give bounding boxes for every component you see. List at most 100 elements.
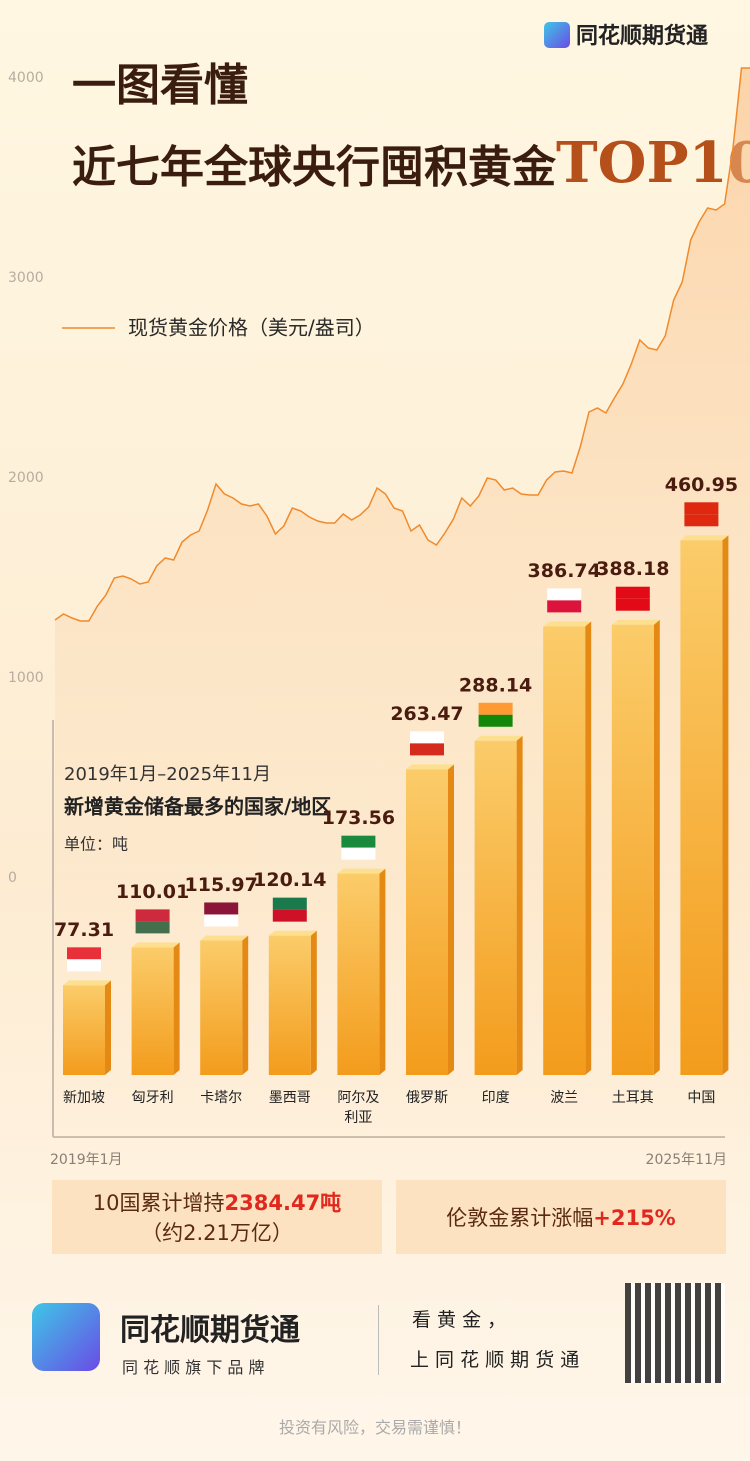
bar-side [585,621,592,1075]
title-highlight: TOP10 [556,130,750,196]
value-label: 77.31 [54,919,114,941]
bar-top [406,764,454,770]
value-label: 388.18 [596,558,669,580]
flag [410,743,444,756]
value-label: 115.97 [185,874,258,896]
value-label: 288.14 [459,674,532,696]
bar-top [131,942,180,948]
x-tick-label: 中国 [687,1090,715,1106]
label-line: 阿尔及 [337,1090,379,1106]
footer-tagline: 同 花 顺 旗 下 品 牌 [122,1358,265,1377]
title-line2: 近七年全球央行囤积黄金TOP10 [72,130,750,196]
flag [341,847,376,860]
bar [543,626,586,1075]
title-text: 近七年全球央行囤积黄金 [72,142,557,193]
y-tick-label: 4000 [8,70,44,86]
bar [131,947,174,1075]
summary-text: 伦敦金累计涨幅 [446,1206,594,1230]
brand-logo [544,22,570,48]
value-label: 110.01 [116,881,189,903]
y-tick-label: 3000 [8,270,44,286]
flag [341,835,376,848]
title-line1: 一图看懂 [72,60,248,111]
bar-top [611,619,660,625]
flag [67,947,101,960]
value-label: 460.95 [665,474,738,496]
bar-side [242,935,249,1075]
x-tick-label: 波兰 [550,1090,578,1106]
flag [410,731,444,744]
value-label: 173.56 [322,807,395,829]
label-line: 利亚 [344,1110,372,1126]
bar-side [516,735,523,1075]
flag [204,914,239,927]
bar [200,940,243,1075]
flag [547,588,582,601]
flag [615,598,650,611]
y-tick-label: 0 [8,870,17,886]
x-tick-label: 墨西哥 [269,1090,311,1106]
flag [478,714,513,727]
bar-top [63,980,111,986]
footer-brand: 同花顺期货通 [120,1313,300,1348]
flag [684,514,719,527]
bar [611,624,654,1075]
divider [378,1305,379,1375]
bar [337,873,380,1075]
bar [474,740,517,1075]
bar-side [310,930,317,1075]
x-tick-label: 阿尔及利亚 [337,1090,379,1126]
x-tick-label: 印度 [482,1090,510,1106]
flag [684,502,719,515]
brand: 同花顺期货通 [576,23,708,49]
bar-top [200,935,249,941]
disclaimer: 投资有风险，交易需谨慎！ [278,1418,471,1437]
bar-side [379,868,386,1075]
y-tick-label: 1000 [8,670,44,686]
bar-top [543,621,592,627]
flag [272,909,307,922]
flag [67,959,101,972]
bar-top [474,735,523,741]
bar-side [448,764,454,1075]
flag [135,921,170,934]
bar-side [105,980,111,1075]
bar [680,540,723,1075]
bar [268,935,311,1075]
value-label: 263.47 [390,703,463,725]
bar-top [337,868,386,874]
flag [272,897,307,910]
flag [204,902,239,915]
summary-note: （约2.21万亿） [141,1221,293,1245]
x-tick-label: 匈牙利 [132,1090,174,1106]
bar-top [680,535,729,541]
subtitle: 2019年1月–2025年11月 [64,764,271,785]
legend-label: 现货黄金价格（美元/盎司） [128,316,375,340]
flag [615,586,650,599]
x-tick-label: 新加坡 [63,1090,105,1106]
bar-side [653,619,660,1075]
x-tick-label: 俄罗斯 [406,1090,448,1106]
x-tick-label: 卡塔尔 [200,1090,242,1106]
flag [547,600,582,613]
flag [135,909,170,922]
bar-title: 新增黄金储备最多的国家/地区 [64,795,331,819]
qr-code [625,1283,725,1383]
footer-slogan: 上 同 花 顺 期 货 通 [410,1349,580,1371]
summary-text: 10国累计增持 [92,1191,225,1215]
price-line [54,67,750,622]
y-tick-label: 2000 [8,470,44,486]
x-tick-label: 2025年11月 [646,1152,727,1168]
unit: 单位：吨 [64,835,128,854]
summary-value: +215% [593,1206,676,1230]
bar [63,985,105,1075]
value-label: 120.14 [253,869,326,891]
bar-top [268,930,317,936]
bar-side [173,942,180,1075]
footer-slogan: 看 黄 金 ， [412,1309,507,1331]
summary-box: 伦敦金累计涨幅+215% [396,1180,726,1254]
footer-logo [32,1303,100,1371]
flag [478,702,513,715]
bar [406,769,448,1075]
